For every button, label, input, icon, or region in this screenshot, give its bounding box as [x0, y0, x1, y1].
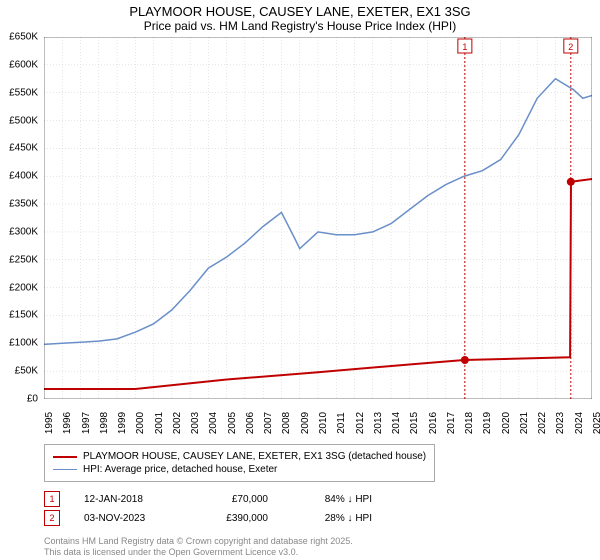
marker-date-2: 03-NOV-2023 — [84, 513, 174, 524]
x-tick-label: 2025 — [592, 412, 600, 434]
x-tick-label: 2015 — [409, 412, 420, 434]
x-tick-label: 2024 — [574, 412, 585, 434]
y-tick-label: £350K — [9, 199, 38, 210]
x-tick-label: 2004 — [208, 412, 219, 434]
x-tick-label: 2012 — [355, 412, 366, 434]
x-tick-label: 2007 — [263, 412, 274, 434]
legend-swatch-hpi — [53, 469, 77, 471]
svg-text:1: 1 — [462, 42, 467, 52]
x-tick-label: 1995 — [44, 412, 55, 434]
marker-badge-1: 1 — [44, 491, 60, 507]
x-tick-label: 2006 — [245, 412, 256, 434]
legend: PLAYMOOR HOUSE, CAUSEY LANE, EXETER, EX1… — [44, 444, 435, 482]
footer: Contains HM Land Registry data © Crown c… — [44, 536, 353, 558]
y-tick-label: £650K — [9, 32, 38, 43]
title-block: PLAYMOOR HOUSE, CAUSEY LANE, EXETER, EX1… — [0, 0, 600, 33]
x-tick-label: 2005 — [227, 412, 238, 434]
x-tick-label: 2022 — [537, 412, 548, 434]
y-tick-label: £50K — [15, 366, 38, 377]
y-tick-label: £250K — [9, 254, 38, 265]
footer-line-2: This data is licensed under the Open Gov… — [44, 547, 353, 558]
x-tick-label: 2011 — [336, 412, 347, 434]
chart-subtitle: Price paid vs. HM Land Registry's House … — [0, 19, 600, 33]
x-tick-label: 1997 — [81, 412, 92, 434]
footer-line-1: Contains HM Land Registry data © Crown c… — [44, 536, 353, 547]
y-tick-label: £400K — [9, 171, 38, 182]
x-tick-label: 2008 — [281, 412, 292, 434]
y-tick-label: £150K — [9, 310, 38, 321]
y-axis-labels: £0£50K£100K£150K£200K£250K£300K£350K£400… — [0, 37, 40, 399]
marker-row-2: 2 03-NOV-2023 £390,000 28% ↓ HPI — [44, 510, 372, 526]
svg-text:2: 2 — [568, 42, 573, 52]
y-tick-label: £450K — [9, 143, 38, 154]
marker-badge-2: 2 — [44, 510, 60, 526]
legend-row-hpi: HPI: Average price, detached house, Exet… — [53, 464, 426, 475]
x-axis-labels: 1995 1996 1997 1998 1999 2000 2001 2002 2003 2004… — [44, 405, 592, 445]
y-tick-label: £0 — [27, 394, 38, 405]
x-tick-label: 2016 — [428, 412, 439, 434]
marker-pct-2: 28% ↓ HPI — [292, 513, 372, 524]
legend-label-price-paid: PLAYMOOR HOUSE, CAUSEY LANE, EXETER, EX1… — [83, 451, 426, 462]
x-tick-label: 2021 — [519, 412, 530, 434]
marker-pct-1: 84% ↓ HPI — [292, 494, 372, 505]
marker-date-1: 12-JAN-2018 — [84, 494, 174, 505]
plot-region: 12 £0£50K£100K£150K£200K£250K£300K£350K£… — [44, 37, 592, 399]
x-tick-label: 1998 — [99, 412, 110, 434]
x-tick-label: 2018 — [464, 412, 475, 434]
marker-row-1: 1 12-JAN-2018 £70,000 84% ↓ HPI — [44, 491, 372, 507]
x-tick-label: 2001 — [154, 412, 165, 434]
marker-price-2: £390,000 — [198, 513, 268, 524]
chart-title: PLAYMOOR HOUSE, CAUSEY LANE, EXETER, EX1… — [0, 4, 600, 19]
chart-container: PLAYMOOR HOUSE, CAUSEY LANE, EXETER, EX1… — [0, 0, 600, 560]
y-tick-label: £600K — [9, 59, 38, 70]
x-tick-label: 2013 — [373, 412, 384, 434]
y-tick-label: £200K — [9, 282, 38, 293]
legend-row-price-paid: PLAYMOOR HOUSE, CAUSEY LANE, EXETER, EX1… — [53, 451, 426, 462]
x-tick-label: 2000 — [135, 412, 146, 434]
y-tick-label: £550K — [9, 87, 38, 98]
x-tick-label: 2017 — [446, 412, 457, 434]
legend-label-hpi: HPI: Average price, detached house, Exet… — [83, 464, 277, 475]
x-tick-label: 2003 — [190, 412, 201, 434]
x-tick-label: 2010 — [318, 412, 329, 434]
x-tick-label: 2019 — [482, 412, 493, 434]
legend-swatch-price-paid — [53, 456, 77, 458]
y-tick-label: £300K — [9, 226, 38, 237]
x-tick-label: 1996 — [62, 412, 73, 434]
plot-svg: 12 — [44, 37, 592, 399]
x-tick-label: 2009 — [300, 412, 311, 434]
x-tick-label: 2002 — [172, 412, 183, 434]
x-tick-label: 1999 — [117, 412, 128, 434]
x-tick-label: 2014 — [391, 412, 402, 434]
x-tick-label: 2023 — [555, 412, 566, 434]
y-tick-label: £100K — [9, 338, 38, 349]
x-tick-label: 2020 — [501, 412, 512, 434]
marker-price-1: £70,000 — [198, 494, 268, 505]
marker-table: 1 12-JAN-2018 £70,000 84% ↓ HPI 2 03-NOV… — [44, 488, 372, 529]
y-tick-label: £500K — [9, 115, 38, 126]
